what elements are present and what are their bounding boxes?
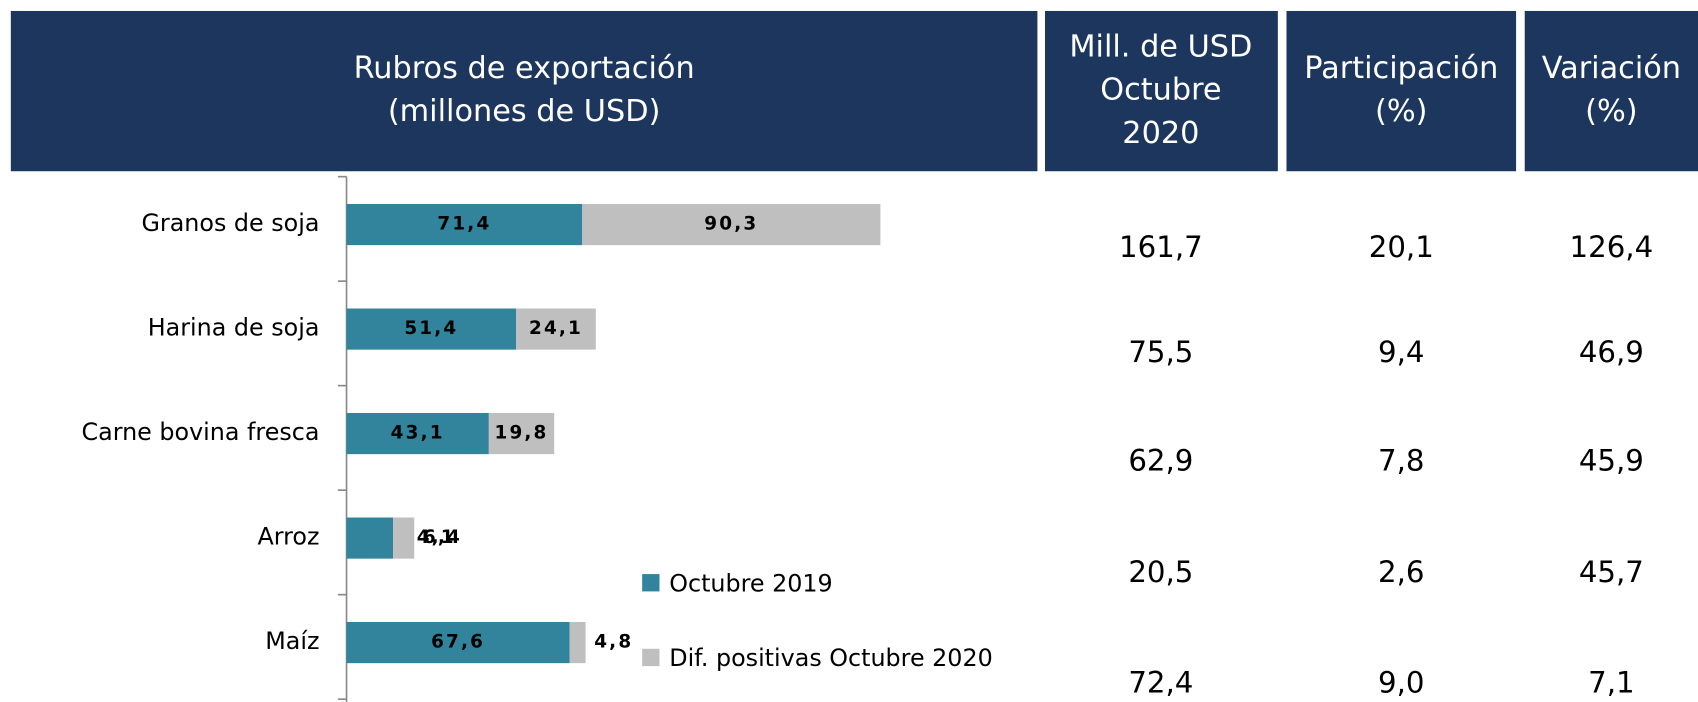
header-cell (1286, 10, 1517, 172)
header-text: Octubre (1100, 73, 1221, 108)
table-cell: 72,4 (1128, 666, 1193, 700)
bar-segment (582, 203, 881, 246)
table-cell: 46,9 (1579, 335, 1644, 369)
table-cell: 20,5 (1128, 555, 1193, 589)
bar-segment (346, 308, 517, 350)
header-text: Mill. de USD (1069, 29, 1252, 64)
category-label: Harina de soja (148, 314, 320, 342)
table-cell: 2,6 (1378, 555, 1424, 589)
header-cell (1524, 10, 1698, 172)
bar-segment (346, 517, 394, 559)
bar-segment (346, 412, 489, 455)
header-text: (%) (1585, 94, 1637, 129)
legend-swatch (642, 574, 660, 592)
value-label: 6,4 (423, 527, 462, 548)
table-cell: 126,4 (1570, 230, 1654, 264)
bar-segment (346, 621, 570, 664)
value-label: 67,6 (431, 632, 485, 653)
header-text: 2020 (1122, 116, 1199, 151)
legend-label: Dif. positivas Octubre 2020 (669, 644, 993, 672)
bar-segment (488, 412, 555, 455)
table-cell: 75,5 (1128, 335, 1193, 369)
value-label: 71,4 (437, 214, 491, 235)
bar-segment (346, 203, 583, 246)
table-cell: 9,4 (1378, 335, 1424, 369)
table-cell: 161,7 (1119, 230, 1203, 264)
table-cell: 62,9 (1128, 444, 1193, 478)
value-label: 90,3 (704, 214, 758, 235)
table-cell: 45,9 (1579, 444, 1644, 478)
header-text: Variación (1542, 51, 1681, 86)
category-label: Carne bovina fresca (82, 418, 320, 446)
value-label: 19,8 (494, 423, 548, 444)
value-label: 14,1 (402, 527, 456, 548)
value-label: 4,8 (594, 632, 633, 653)
bar-segment (569, 621, 586, 664)
bar-segment (393, 517, 415, 559)
legend-label: Octubre 2019 (669, 569, 832, 597)
header-cell (1045, 10, 1278, 172)
legend-swatch (642, 648, 660, 667)
value-label: 43,1 (391, 423, 445, 444)
value-label: 51,4 (404, 318, 458, 339)
header-text: (%) (1375, 94, 1427, 129)
value-label: 24,1 (529, 318, 583, 339)
table-cell: 45,7 (1579, 555, 1644, 589)
table-cell: 7,1 (1588, 666, 1634, 700)
category-label: Arroz (257, 523, 319, 551)
header-text: Rubros de exportación (354, 51, 695, 86)
header-text: (millones de USD) (388, 94, 661, 129)
table-cell: 9,0 (1378, 666, 1424, 700)
category-label: Granos de soja (141, 209, 319, 237)
table-cell: 7,8 (1378, 444, 1424, 478)
bar-segment (516, 308, 596, 350)
table-cell: 20,1 (1369, 230, 1434, 264)
header-cell (10, 10, 1038, 172)
header-text: Participación (1304, 51, 1498, 86)
category-label: Maíz (265, 627, 319, 655)
